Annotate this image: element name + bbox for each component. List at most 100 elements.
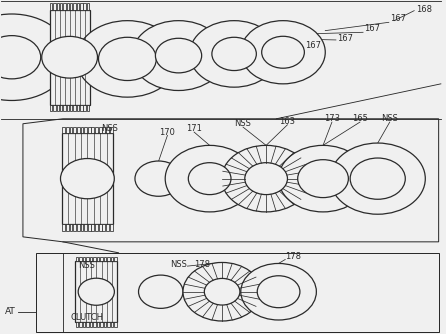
Bar [86,323,89,327]
Bar [83,3,86,10]
Bar [104,257,107,261]
Bar [50,105,53,111]
Circle shape [204,279,240,305]
Circle shape [76,21,178,97]
Circle shape [350,158,405,199]
Bar [111,323,113,327]
Bar [73,127,76,133]
Bar [99,127,102,133]
Bar [73,224,76,231]
Text: 167: 167 [364,24,380,33]
Bar [110,224,112,231]
Circle shape [222,145,310,212]
Bar [84,127,87,133]
Text: CMSNL: CMSNL [177,175,216,185]
Bar [50,3,53,10]
Bar [90,323,92,327]
Bar [60,3,62,10]
Bar [50,10,90,105]
Bar [70,3,73,10]
Text: NSS: NSS [169,260,186,269]
Bar [80,105,83,111]
Bar [67,105,69,111]
Bar [104,323,107,327]
Text: 163: 163 [280,117,295,126]
Circle shape [257,276,300,308]
Bar [107,323,110,327]
Text: 165: 165 [352,114,368,123]
Bar [99,224,102,231]
Bar [54,3,56,10]
Bar [93,323,96,327]
Bar [62,127,65,133]
Bar [90,257,92,261]
Bar [75,261,117,323]
Text: NSS: NSS [235,119,252,128]
Text: 167: 167 [390,14,406,23]
Bar [79,323,82,327]
Circle shape [61,159,114,199]
Text: 168: 168 [417,5,433,13]
Bar [84,224,87,231]
Text: 167: 167 [305,41,321,50]
Bar [87,3,89,10]
Circle shape [155,38,202,73]
Bar [70,224,72,231]
Bar [70,105,73,111]
Circle shape [183,263,261,321]
Bar [93,257,96,261]
Bar [100,323,103,327]
Bar [83,105,86,111]
Text: NSS: NSS [78,261,95,270]
Bar [103,224,105,231]
Bar [95,127,98,133]
Bar [111,257,113,261]
Circle shape [279,145,368,212]
Bar [88,224,91,231]
Circle shape [0,36,41,79]
Circle shape [330,143,425,214]
Bar [114,323,117,327]
Circle shape [135,161,182,196]
Bar [81,127,83,133]
Bar [60,105,62,111]
Bar [88,127,91,133]
Bar [106,224,109,231]
Bar [87,105,89,111]
Circle shape [212,37,256,70]
Bar [110,127,112,133]
Bar [77,105,79,111]
Circle shape [132,21,225,91]
Bar [114,257,117,261]
Bar [66,224,69,231]
Bar [77,127,80,133]
Bar [76,257,78,261]
Circle shape [99,37,156,80]
Text: 178: 178 [194,260,210,269]
Bar [70,127,72,133]
Bar [97,323,99,327]
Bar [83,323,85,327]
Bar [97,257,99,261]
Circle shape [188,163,231,195]
Bar [66,127,69,133]
Bar [62,224,65,231]
Bar [77,224,80,231]
Bar [95,224,98,231]
Circle shape [0,14,70,101]
Circle shape [78,278,114,305]
Bar [77,3,79,10]
Bar [103,127,105,133]
Text: CLUTCH: CLUTCH [70,313,103,322]
Bar [100,257,103,261]
Bar [107,257,110,261]
Bar [67,3,69,10]
Bar [83,257,85,261]
Circle shape [190,21,279,87]
Circle shape [165,145,254,212]
Circle shape [241,264,316,320]
Bar [79,257,82,261]
Bar [106,127,109,133]
Text: 173: 173 [324,114,340,123]
Text: 171: 171 [186,124,202,133]
